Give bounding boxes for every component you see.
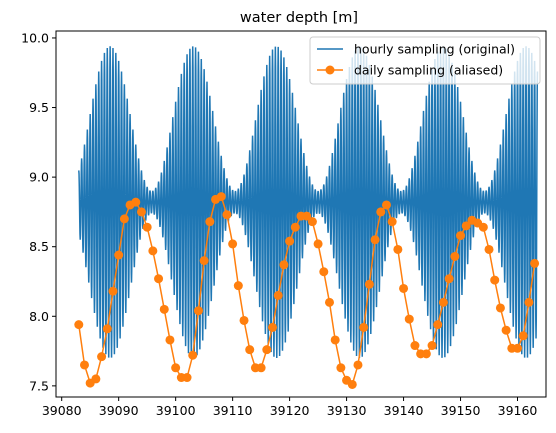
daily-point: [353, 360, 362, 369]
daily-point: [359, 323, 368, 332]
daily-point: [388, 217, 397, 226]
daily-point: [524, 298, 533, 307]
daily-point: [91, 374, 100, 383]
daily-point: [114, 251, 123, 260]
daily-point: [205, 217, 214, 226]
daily-point: [137, 207, 146, 216]
daily-point: [331, 335, 340, 344]
daily-point: [262, 345, 271, 354]
daily-point: [428, 341, 437, 350]
daily-point: [325, 298, 334, 307]
daily-point: [285, 237, 294, 246]
daily-point: [165, 335, 174, 344]
daily-point: [148, 246, 157, 255]
legend-marker-daily: [326, 66, 335, 75]
daily-point: [336, 363, 345, 372]
daily-point: [228, 239, 237, 248]
x-tick-label: 39160: [498, 403, 538, 418]
x-tick-label: 39120: [270, 403, 310, 418]
x-tick-label: 39130: [327, 403, 367, 418]
daily-point: [143, 223, 152, 232]
daily-point: [80, 360, 89, 369]
daily-point: [274, 291, 283, 300]
daily-point: [183, 373, 192, 382]
daily-point: [97, 352, 106, 361]
daily-point: [291, 223, 300, 232]
daily-point: [308, 217, 317, 226]
daily-point: [160, 305, 169, 314]
daily-point: [456, 231, 465, 240]
x-tick-label: 39080: [42, 403, 82, 418]
daily-point: [393, 245, 402, 254]
y-tick-label: 10.0: [21, 30, 49, 45]
daily-point: [131, 198, 140, 207]
daily-point: [200, 256, 209, 265]
daily-point: [502, 326, 511, 335]
daily-point: [382, 200, 391, 209]
daily-point: [450, 252, 459, 261]
daily-point: [348, 380, 357, 389]
daily-point: [245, 345, 254, 354]
daily-point: [530, 259, 539, 268]
daily-point: [519, 331, 528, 340]
daily-point: [376, 207, 385, 216]
daily-point: [513, 344, 522, 353]
daily-point: [371, 235, 380, 244]
x-tick-label: 39100: [156, 403, 196, 418]
daily-point: [194, 306, 203, 315]
daily-point: [103, 324, 112, 333]
daily-point: [445, 274, 454, 283]
daily-point: [422, 349, 431, 358]
daily-point: [268, 323, 277, 332]
daily-point: [479, 223, 488, 232]
daily-point: [188, 351, 197, 360]
daily-point: [108, 287, 117, 296]
x-tick-label: 39110: [213, 403, 253, 418]
chart-title: water depth [m]: [240, 10, 358, 26]
daily-point: [410, 341, 419, 350]
daily-point: [433, 320, 442, 329]
y-tick-label: 8.5: [29, 239, 49, 254]
y-tick-label: 9.5: [29, 100, 49, 115]
daily-point: [222, 210, 231, 219]
x-tick-label: 39140: [384, 403, 424, 418]
daily-point: [365, 280, 374, 289]
daily-point: [120, 214, 129, 223]
daily-point: [171, 363, 180, 372]
x-tick-label: 39150: [441, 403, 481, 418]
y-tick-label: 8.0: [29, 309, 49, 324]
daily-point: [405, 315, 414, 324]
daily-point: [217, 192, 226, 201]
daily-point: [439, 298, 448, 307]
daily-point: [279, 260, 288, 269]
daily-point: [496, 303, 505, 312]
legend-label-daily: daily sampling (aliased): [354, 63, 503, 78]
daily-point: [314, 239, 323, 248]
daily-point: [485, 245, 494, 254]
daily-point: [74, 320, 83, 329]
y-tick-label: 9.0: [29, 170, 49, 185]
daily-point: [490, 276, 499, 285]
daily-point: [257, 363, 266, 372]
daily-point: [399, 284, 408, 293]
daily-point: [240, 316, 249, 325]
legend: hourly sampling (original) daily sampling…: [310, 37, 540, 84]
y-tick-label: 7.5: [29, 378, 49, 393]
daily-point: [234, 281, 243, 290]
daily-point: [154, 274, 163, 283]
daily-point: [319, 267, 328, 276]
legend-label-hourly: hourly sampling (original): [354, 42, 515, 57]
x-tick-label: 39090: [99, 403, 139, 418]
